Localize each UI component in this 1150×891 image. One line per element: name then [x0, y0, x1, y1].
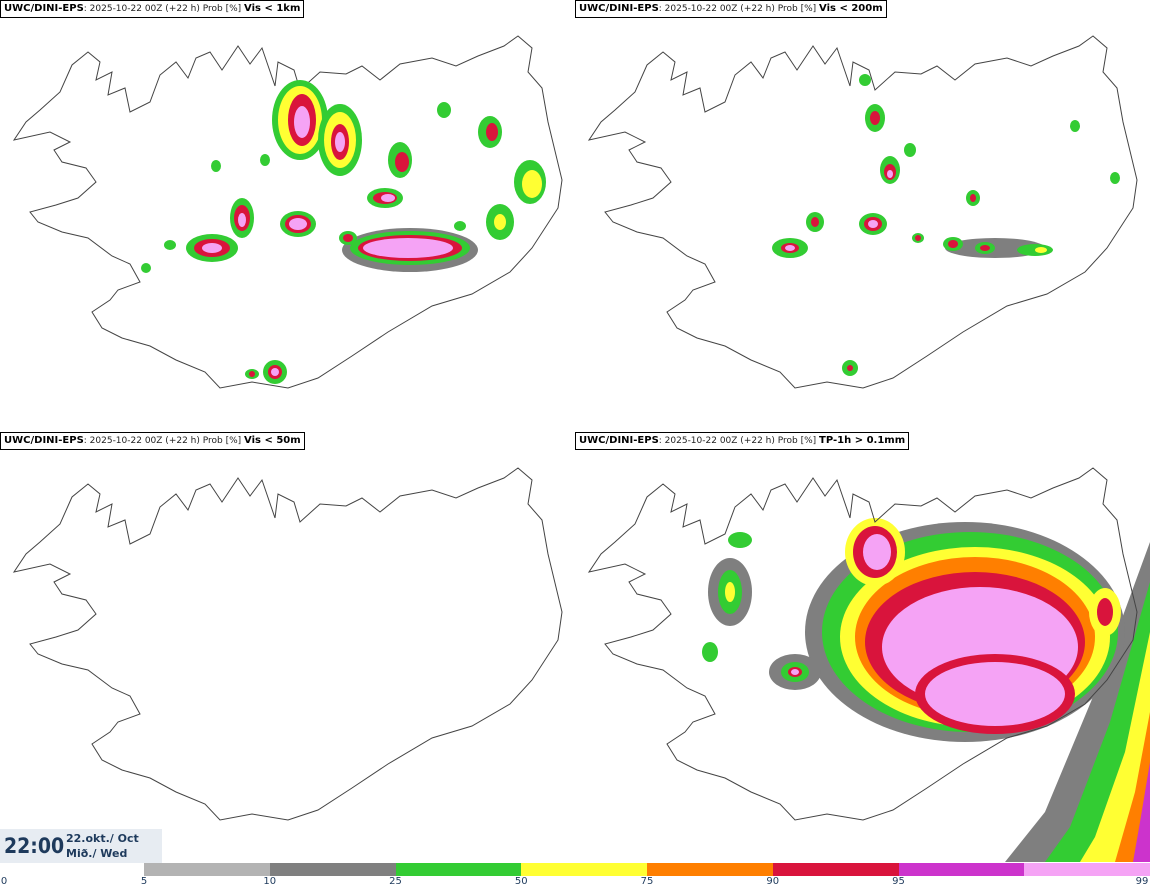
probability-overlay	[772, 74, 1120, 376]
valid-date: 22.okt./ Oct Mið./ Wed	[66, 832, 139, 860]
colorbar-tick-label: 50	[514, 876, 528, 887]
panel-title: UWC/DINI-EPS: 2025-10-22 00Z (+22 h) Pro…	[0, 0, 305, 18]
colorbar-segment	[269, 863, 396, 876]
colorbar-segment	[144, 863, 270, 876]
colorbar-segment	[1024, 863, 1150, 876]
iceland-map	[13, 35, 563, 389]
map-panel-precip: UWC/DINI-EPS: 2025-10-22 00Z (+22 h) Pro…	[575, 432, 1150, 862]
colorbar-tick-label: 90	[766, 876, 780, 887]
map-panel-vis-200m: UWC/DINI-EPS: 2025-10-22 00Z (+22 h) Pro…	[575, 0, 1150, 430]
panel-title: UWC/DINI-EPS: 2025-10-22 00Z (+22 h) Pro…	[575, 0, 887, 18]
panel-title: UWC/DINI-EPS: 2025-10-22 00Z (+22 h) Pro…	[575, 432, 910, 450]
colorbar-tick-label: 75	[640, 876, 654, 887]
probability-overlay	[141, 80, 546, 384]
colorbar-tick-label: 0	[0, 876, 8, 887]
panel-title: UWC/DINI-EPS: 2025-10-22 00Z (+22 h) Pro…	[0, 432, 305, 450]
colorbar-tick-label: 99	[1135, 876, 1149, 887]
colorbar-segment	[521, 863, 647, 876]
colorbar-segment	[647, 863, 773, 876]
iceland-map	[588, 35, 1138, 389]
colorbar-tick-label: 95	[892, 876, 905, 887]
iceland-map	[13, 467, 563, 821]
colorbar-tick-label: 5	[140, 876, 148, 887]
iceland-map	[588, 467, 1150, 862]
valid-time-box: 22:00 22.okt./ Oct Mið./ Wed	[0, 829, 162, 863]
map-panel-vis-50m: UWC/DINI-EPS: 2025-10-22 00Z (+22 h) Pro…	[0, 432, 575, 862]
colorbar-tick-label: 10	[263, 876, 277, 887]
probability-overlay	[702, 518, 1150, 862]
map-panel-vis-1km: UWC/DINI-EPS: 2025-10-22 00Z (+22 h) Pro…	[0, 0, 575, 430]
colorbar	[144, 863, 1150, 876]
colorbar-segment	[772, 863, 899, 876]
valid-time: 22:00	[4, 834, 65, 858]
colorbar-segment	[898, 863, 1025, 876]
colorbar-segment	[395, 863, 522, 876]
colorbar-tick-label: 25	[389, 876, 402, 887]
